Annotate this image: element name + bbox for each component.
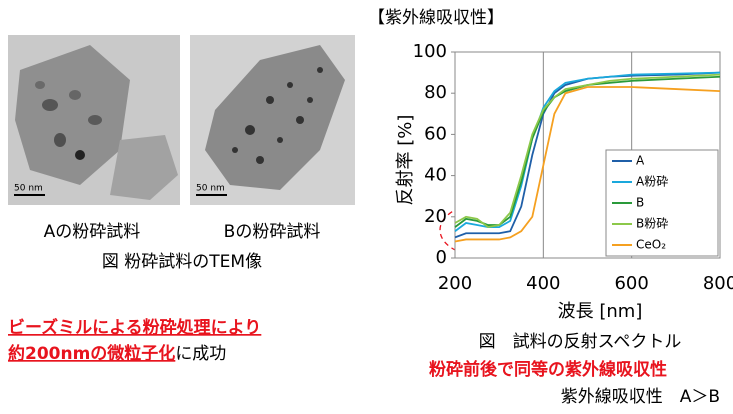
legend-label: CeO₂: [636, 238, 666, 252]
image-caption: Aの粉砕試料: [44, 222, 141, 242]
image-caption: Bの粉砕試料: [224, 222, 321, 242]
y-tick-label: 0: [436, 247, 447, 268]
page: 50 nm 50 nm Aの粉砕試料 Bの粉砕試料 図 粉砕試料のTEM像 ビー…: [0, 0, 733, 414]
y-tick-label: 40: [424, 165, 447, 186]
y-tick-label: 60: [424, 123, 447, 144]
note-line: 約200nmの微粒子化に成功: [8, 343, 226, 364]
note-line: ビーズミルによる粉砕処理により: [8, 317, 261, 338]
y-tick-label: 20: [424, 206, 447, 227]
annotation: 紫外線吸収性 A＞B: [561, 387, 720, 407]
figure-caption: 図 粉砕試料のTEM像: [102, 252, 262, 272]
chart-title: 【紫外線吸収性】: [368, 8, 504, 28]
scale-label: 50 nm: [196, 184, 225, 194]
scale-label: 50 nm: [14, 184, 43, 194]
legend-label: B: [636, 196, 644, 210]
legend-label: A: [636, 154, 645, 168]
note-highlight: 約200nmの微粒子化: [8, 343, 175, 364]
legend-label: B粉砕: [636, 216, 668, 231]
y-axis-label: 反射率 [%]: [395, 115, 416, 206]
x-tick-label: 800: [703, 273, 733, 294]
x-tick-label: 400: [526, 273, 560, 294]
note-rest: に成功: [175, 344, 226, 364]
chart-caption: 図 試料の反射スペクトル: [479, 332, 682, 352]
x-axis-label: 波長 [nm]: [558, 301, 643, 322]
x-tick-label: 600: [614, 273, 648, 294]
slide: 50 nm 50 nm Aの粉砕試料 Bの粉砕試料 図 粉砕試料のTEM像 ビー…: [0, 0, 733, 414]
tem-image-a: [8, 35, 180, 205]
tem-image-b: [190, 35, 355, 205]
annotation: 粉砕前後で同等の紫外線吸収性: [429, 359, 667, 380]
legend-label: A粉砕: [636, 174, 668, 189]
y-tick-label: 80: [424, 82, 447, 103]
x-tick-label: 200: [438, 273, 472, 294]
y-tick-label: 100: [413, 41, 447, 62]
